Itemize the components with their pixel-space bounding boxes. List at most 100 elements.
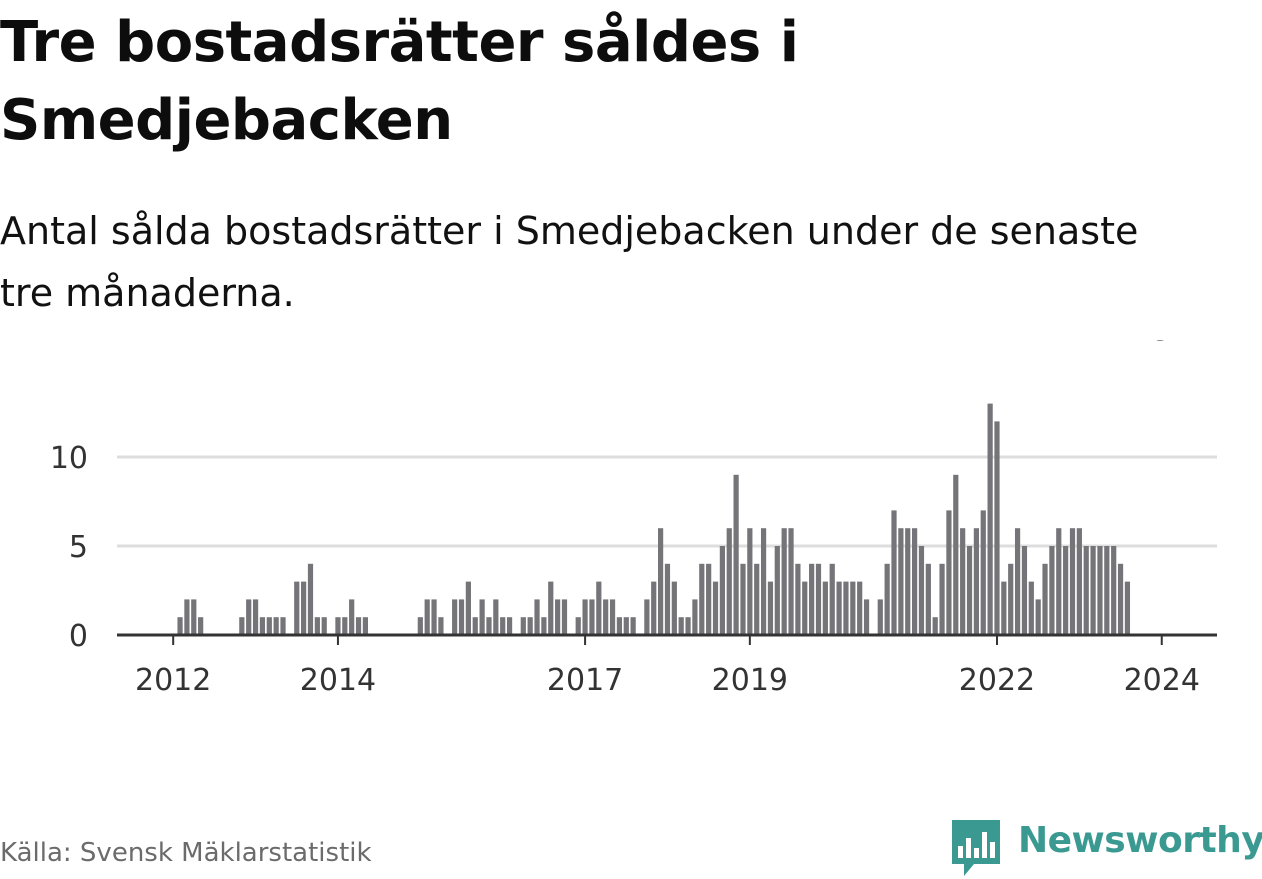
bar xyxy=(1049,546,1055,635)
bar xyxy=(658,528,664,635)
bar xyxy=(946,510,952,635)
y-tick-label: 10 xyxy=(50,441,88,476)
y-tick-label: 5 xyxy=(69,530,88,565)
bar-chart: 0 5 10 2012 2014 2017 2019 2022 2024 3 xyxy=(50,340,1217,698)
bar xyxy=(355,617,362,635)
bar xyxy=(252,599,259,635)
bar xyxy=(362,617,369,635)
bar xyxy=(644,599,650,635)
bar xyxy=(1042,563,1048,635)
bar xyxy=(809,563,815,635)
bar xyxy=(582,599,588,635)
bar xyxy=(877,599,883,635)
bar xyxy=(273,617,279,635)
bar xyxy=(527,617,533,635)
bar xyxy=(294,581,300,635)
newsworthy-logo[interactable]: Newsworthy xyxy=(950,818,1262,878)
bar xyxy=(719,546,725,635)
bar xyxy=(609,599,616,635)
bar xyxy=(198,617,204,635)
bar xyxy=(692,599,698,635)
bar xyxy=(321,617,327,635)
bar xyxy=(1083,546,1089,635)
bar xyxy=(918,546,925,635)
bar xyxy=(458,599,465,635)
bar xyxy=(431,599,437,635)
bar xyxy=(259,617,266,635)
bar-chart-speech-bubble-icon xyxy=(952,820,1000,876)
bar xyxy=(1111,546,1117,635)
bar xyxy=(1008,563,1014,635)
x-tick-label: 2022 xyxy=(959,663,1035,698)
bars xyxy=(177,403,1131,635)
x-axis-ticks: 2012 2014 2017 2019 2022 2024 xyxy=(135,635,1200,698)
bar xyxy=(486,617,492,635)
bar xyxy=(424,599,430,635)
bar xyxy=(850,581,856,635)
bar xyxy=(651,581,657,635)
bar xyxy=(342,617,348,635)
bar xyxy=(500,617,506,635)
annotations: 3 xyxy=(1149,340,1175,351)
bar xyxy=(685,617,691,635)
bar xyxy=(760,528,767,635)
bar xyxy=(541,617,547,635)
bar xyxy=(788,528,794,635)
x-tick-label: 2024 xyxy=(1124,663,1200,698)
x-tick-label: 2012 xyxy=(135,663,211,698)
bar xyxy=(836,581,842,635)
bar xyxy=(616,617,623,635)
bar xyxy=(898,528,904,635)
bar xyxy=(280,617,286,635)
bar xyxy=(802,581,808,635)
bar xyxy=(925,563,931,635)
bar xyxy=(603,599,609,635)
bar xyxy=(177,617,183,635)
bar xyxy=(1021,546,1028,635)
x-tick-label: 2017 xyxy=(547,663,623,698)
bar xyxy=(795,563,801,635)
bar xyxy=(740,563,746,635)
bar xyxy=(1076,528,1082,635)
bar xyxy=(520,617,526,635)
source-note: Källa: Svensk Mäklarstatistik xyxy=(0,838,372,868)
bar xyxy=(1063,546,1069,635)
bar xyxy=(266,617,272,635)
bar xyxy=(994,421,1000,635)
bar xyxy=(1104,546,1110,635)
bar xyxy=(733,474,739,635)
bar xyxy=(699,563,705,635)
bar xyxy=(781,528,787,635)
bar xyxy=(623,617,629,635)
bar xyxy=(630,617,636,635)
bar xyxy=(980,510,986,635)
bar xyxy=(966,546,973,635)
bar xyxy=(1090,546,1096,635)
bar xyxy=(767,581,774,635)
bar xyxy=(671,581,677,635)
bar xyxy=(307,563,314,635)
x-tick-label: 2014 xyxy=(300,663,376,698)
bar xyxy=(506,617,513,635)
bar xyxy=(472,617,478,635)
chart-subtitle: Antal sålda bostadsrätter i Smedjebacken… xyxy=(0,209,1139,315)
bar xyxy=(1056,528,1062,635)
bar xyxy=(664,563,671,635)
bar xyxy=(246,599,252,635)
bar xyxy=(747,528,753,635)
x-tick-label: 2019 xyxy=(712,663,788,698)
bar xyxy=(712,581,719,635)
bar xyxy=(905,528,911,635)
bar xyxy=(465,581,471,635)
bar xyxy=(335,617,341,635)
bar xyxy=(953,474,959,635)
bar xyxy=(314,617,320,635)
bar xyxy=(891,510,897,635)
bar xyxy=(452,599,458,635)
highlight-value-label: 3 xyxy=(1152,340,1172,348)
bar xyxy=(1097,546,1103,635)
bar xyxy=(596,581,602,635)
bar xyxy=(987,403,993,635)
bar xyxy=(706,563,712,635)
bar xyxy=(726,528,732,635)
